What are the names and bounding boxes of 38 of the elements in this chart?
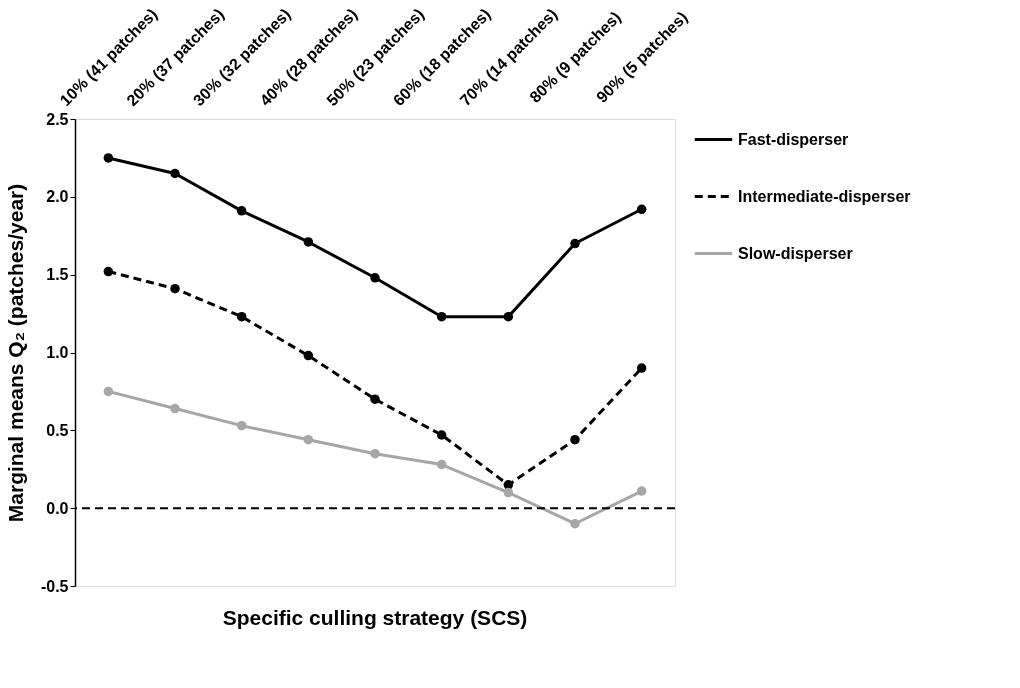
point — [170, 403, 180, 414]
point — [570, 238, 580, 249]
point — [103, 386, 114, 397]
point — [636, 486, 647, 496]
point — [636, 363, 647, 373]
point — [570, 434, 580, 445]
point — [436, 459, 447, 470]
legend-label: Intermediate-disperser — [738, 187, 911, 205]
point — [370, 273, 380, 283]
point — [236, 206, 247, 216]
point — [170, 168, 180, 179]
point — [436, 430, 447, 440]
y-tick-label: 1.5 — [46, 266, 69, 284]
point — [436, 311, 447, 322]
point — [236, 311, 247, 322]
point — [236, 420, 247, 431]
y-tick-label: 0.5 — [46, 421, 69, 439]
y-tick-label: 0.0 — [46, 499, 69, 517]
y-axis-title: Marginal means Q₂ (patches/year) — [3, 183, 27, 523]
y-tick-label: 2.5 — [46, 110, 69, 128]
y-tick-label: -0.5 — [40, 577, 69, 595]
point — [303, 434, 314, 445]
legend-label: Fast-disperser — [738, 130, 849, 148]
point — [103, 153, 114, 163]
point — [503, 311, 514, 322]
point — [303, 350, 314, 361]
legend-label: Slow-disperser — [738, 244, 853, 262]
y-tick-label: 1.0 — [46, 344, 69, 361]
point — [636, 204, 647, 215]
point — [570, 519, 580, 529]
point — [370, 394, 380, 404]
point — [103, 266, 114, 277]
point — [370, 448, 380, 459]
x-axis-title: Specific culling strategy (SCS) — [222, 606, 528, 629]
point — [503, 487, 514, 498]
point — [303, 237, 314, 247]
point — [170, 283, 180, 294]
y-tick-label: 2.0 — [46, 188, 69, 206]
